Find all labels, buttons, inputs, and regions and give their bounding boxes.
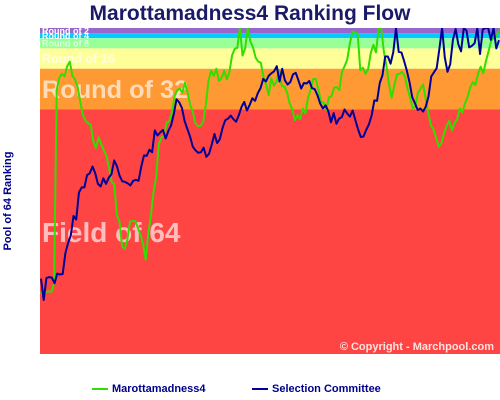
legend-label-marottamadness4: Marottamadness4	[112, 383, 206, 395]
band-round-of-8	[40, 38, 500, 49]
legend-swatch-selection-committee	[252, 388, 268, 390]
band-field-of-64	[40, 109, 500, 354]
y-axis-label: Pool of 64 Ranking	[2, 151, 14, 251]
band-round-of-4	[40, 33, 500, 39]
series-line-selection-committee	[40, 28, 500, 302]
legend: Marottamadness4 Selection Committee	[0, 383, 500, 399]
band-label-field-of-64: Field of 64	[42, 217, 181, 248]
band-label-round-of-2: Round of 2	[42, 28, 89, 36]
legend-item-selection-committee: Selection Committee	[252, 383, 381, 395]
legend-item-marottamadness4: Marottamadness4	[92, 383, 206, 395]
band-label-round-of-8: Round of 8	[42, 39, 89, 49]
series-line-marottamadness4	[40, 28, 500, 297]
legend-label-selection-committee: Selection Committee	[272, 383, 381, 395]
band-label-round-of-4: Round of 4	[42, 31, 89, 41]
copyright-text: © Copyright - Marchpool.com	[340, 341, 494, 353]
legend-swatch-marottamadness4	[92, 388, 108, 390]
band-label-round-of-32: Round of 32	[42, 76, 188, 104]
series-lines	[40, 28, 500, 302]
chart-title: Marottamadness4 Ranking Flow	[89, 2, 411, 25]
band-label-round-of-16: Round of 16	[42, 52, 115, 66]
band-round-of-2	[40, 28, 500, 34]
